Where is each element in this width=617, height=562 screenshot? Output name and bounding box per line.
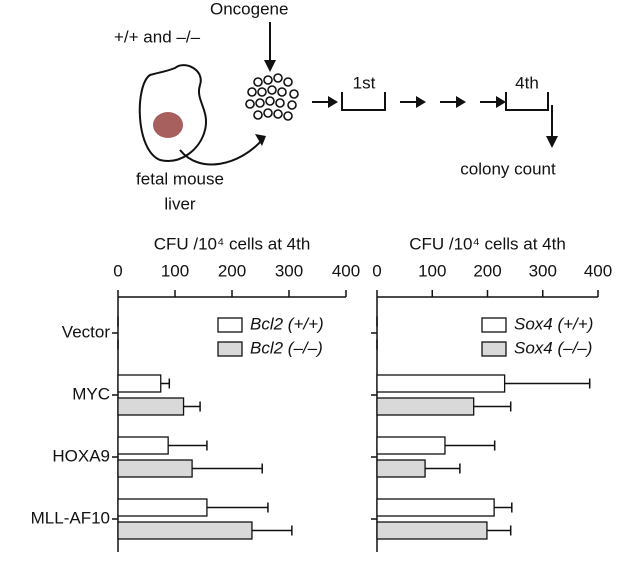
label: +/+ and –/– bbox=[114, 27, 201, 46]
error-bar bbox=[160, 378, 171, 389]
label: colony count bbox=[460, 159, 556, 178]
x-tick-label: 400 bbox=[332, 261, 360, 280]
error-bar bbox=[183, 401, 201, 412]
x-tick-label: 400 bbox=[584, 261, 612, 280]
cells bbox=[245, 73, 299, 121]
error-bar bbox=[504, 378, 591, 389]
bar bbox=[376, 498, 495, 517]
bracket bbox=[341, 92, 549, 111]
x-tick-label: 200 bbox=[473, 261, 501, 280]
error-bar bbox=[206, 502, 269, 513]
label: Oncogene bbox=[210, 0, 288, 18]
bar bbox=[117, 498, 208, 517]
arrowheads bbox=[255, 60, 558, 148]
x-tick-label: 0 bbox=[113, 261, 122, 280]
y-tick-label: MYC bbox=[72, 384, 110, 403]
label: fetal mouse bbox=[136, 169, 224, 188]
legend-label: Sox4 (+/+) bbox=[514, 314, 593, 333]
arrowhead bbox=[255, 60, 558, 148]
error-bar bbox=[473, 401, 512, 412]
x-tick-label: 300 bbox=[275, 261, 303, 280]
x-tick-label: 0 bbox=[372, 261, 381, 280]
bar bbox=[117, 374, 162, 393]
error-bar bbox=[192, 463, 263, 474]
label: 1st bbox=[353, 73, 376, 92]
legend-swatch bbox=[217, 317, 243, 333]
error-bar bbox=[425, 463, 461, 474]
bar bbox=[376, 436, 446, 455]
bar bbox=[117, 436, 169, 455]
legend-swatch bbox=[481, 341, 507, 357]
liver bbox=[153, 112, 183, 138]
bar bbox=[376, 374, 506, 393]
embryo bbox=[138, 64, 208, 162]
x-axis-title: CFU /10⁴ cells at 4th bbox=[409, 234, 566, 253]
bar bbox=[117, 521, 253, 540]
arrow bbox=[312, 101, 553, 138]
x-tick-label: 100 bbox=[418, 261, 446, 280]
y-tick-label: HOXA9 bbox=[52, 446, 110, 465]
x-tick-label: 300 bbox=[529, 261, 557, 280]
x-axis-title: CFU /10⁴ cells at 4th bbox=[154, 234, 311, 253]
error-bar bbox=[444, 440, 496, 451]
label: liver bbox=[164, 194, 196, 213]
error-bar bbox=[494, 502, 513, 513]
bar bbox=[376, 521, 488, 540]
bar bbox=[376, 459, 426, 478]
y-tick-label: MLL-AF10 bbox=[31, 508, 110, 527]
bar bbox=[117, 459, 193, 478]
x-tick-label: 200 bbox=[218, 261, 246, 280]
legend-label: Sox4 (–/–) bbox=[514, 338, 592, 357]
arrow bbox=[179, 139, 263, 166]
legend-swatch bbox=[217, 341, 243, 357]
bar bbox=[117, 397, 185, 416]
error-bar bbox=[486, 525, 512, 536]
error-bar bbox=[251, 525, 293, 536]
y-tick-label: Vector bbox=[62, 322, 111, 341]
x-tick-label: 100 bbox=[161, 261, 189, 280]
bar bbox=[376, 397, 475, 416]
legend-label: Bcl2 (–/–) bbox=[250, 338, 323, 357]
legend-label: Bcl2 (+/+) bbox=[250, 314, 324, 333]
schematic bbox=[138, 22, 553, 166]
label: 4th bbox=[515, 73, 539, 92]
error-bar bbox=[168, 440, 208, 451]
legend-swatch bbox=[481, 317, 507, 333]
